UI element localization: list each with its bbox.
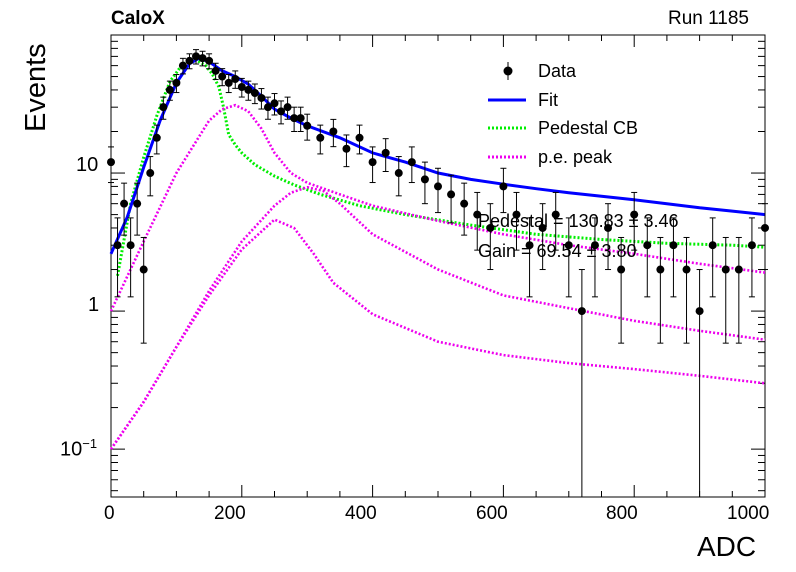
x-tick-label: 200 — [214, 503, 246, 524]
data-point — [120, 199, 129, 208]
data-point — [231, 75, 240, 84]
legend-label-pe-peak: p.e. peak — [538, 147, 613, 167]
data-point — [133, 199, 142, 208]
data-point — [205, 56, 214, 65]
data-point — [721, 265, 730, 274]
data-point — [178, 61, 187, 70]
data-point — [290, 114, 299, 123]
curve-pe-peak-component — [109, 185, 766, 450]
data-point — [564, 241, 573, 250]
data-point — [761, 223, 769, 232]
data-point — [244, 85, 253, 94]
data-point — [296, 114, 305, 123]
data-point — [146, 169, 155, 178]
data-point — [172, 78, 181, 87]
data-point — [512, 210, 521, 219]
data-point — [152, 133, 161, 142]
data-point — [277, 107, 286, 116]
legend-label-fit: Fit — [538, 90, 558, 110]
data-point — [538, 223, 547, 232]
y-tick-exponent: −1 — [82, 436, 98, 451]
data-point — [139, 265, 148, 274]
data-point — [708, 241, 717, 250]
x-tick-label: 600 — [476, 503, 508, 524]
x-tick-label: 0 — [104, 503, 115, 524]
experiment-label: CaloX — [111, 8, 165, 29]
fit-curves — [109, 56, 766, 450]
legend-markers — [488, 62, 526, 159]
plot-frame — [110, 34, 766, 498]
data-point — [460, 199, 469, 208]
y-axis-title: Events — [20, 43, 52, 132]
gain-result-text: Gain = 69.54 ± 3.80 — [478, 241, 637, 261]
data-point — [263, 103, 272, 112]
data-point — [224, 78, 233, 87]
data-point — [473, 210, 482, 219]
data-point — [643, 241, 652, 250]
data-point — [551, 210, 560, 219]
legend-label-pedestal: Pedestal CB — [538, 118, 639, 138]
x-tick-label: 1000 — [727, 503, 770, 524]
data-point — [283, 103, 292, 112]
data-point — [303, 121, 312, 130]
data-point — [237, 83, 246, 92]
data-point — [447, 190, 456, 199]
data-point — [368, 158, 377, 167]
y-tick-base: 10 — [60, 438, 83, 461]
y-tick-label-10: 10 — [76, 154, 99, 176]
data-point — [165, 85, 174, 94]
data-point — [394, 169, 403, 178]
x-tick-label: 800 — [606, 503, 638, 524]
data-point — [107, 158, 115, 167]
data-point — [381, 148, 390, 157]
data-points — [107, 49, 769, 498]
data-point — [113, 241, 122, 250]
data-point — [604, 223, 613, 232]
pedestal-result-text: Pedestal = 130.83 ± 3.46 — [478, 211, 679, 231]
data-point — [590, 241, 599, 250]
data-point — [329, 127, 338, 136]
data-point — [734, 265, 743, 274]
data-point — [630, 210, 639, 219]
legend-label-data: Data — [538, 61, 577, 81]
data-point — [198, 54, 207, 63]
data-point — [126, 241, 135, 250]
data-point — [407, 158, 416, 167]
data-point — [270, 99, 279, 108]
data-point — [434, 182, 442, 191]
data-point — [257, 93, 266, 102]
data-point — [316, 133, 325, 142]
data-point — [159, 103, 168, 112]
curve-pe-peak-component — [109, 218, 766, 450]
data-point — [747, 241, 756, 250]
y-tick-label-0.1: 10−1 — [60, 436, 97, 462]
data-point — [669, 241, 678, 250]
run-label: Run 1185 — [668, 8, 749, 29]
data-point — [577, 307, 586, 316]
data-point — [185, 56, 194, 65]
data-point — [192, 52, 201, 61]
data-point — [486, 223, 495, 232]
legend-marker-data — [503, 66, 513, 76]
x-tick-label: 400 — [345, 503, 377, 524]
data-point — [355, 133, 364, 142]
y-tick-label-1: 1 — [88, 294, 100, 316]
data-point — [682, 265, 691, 274]
data-point — [617, 265, 626, 274]
data-point — [525, 241, 534, 250]
data-point — [656, 265, 665, 274]
data-point — [342, 144, 351, 153]
data-point — [499, 182, 508, 191]
x-axis-title: ADC — [697, 531, 757, 562]
data-point — [218, 72, 227, 81]
axis-ticks — [110, 35, 766, 497]
data-point — [420, 175, 429, 184]
data-point — [695, 307, 704, 316]
data-point — [250, 89, 259, 98]
curve-pedestal-cb — [116, 58, 766, 277]
data-point — [211, 66, 220, 75]
